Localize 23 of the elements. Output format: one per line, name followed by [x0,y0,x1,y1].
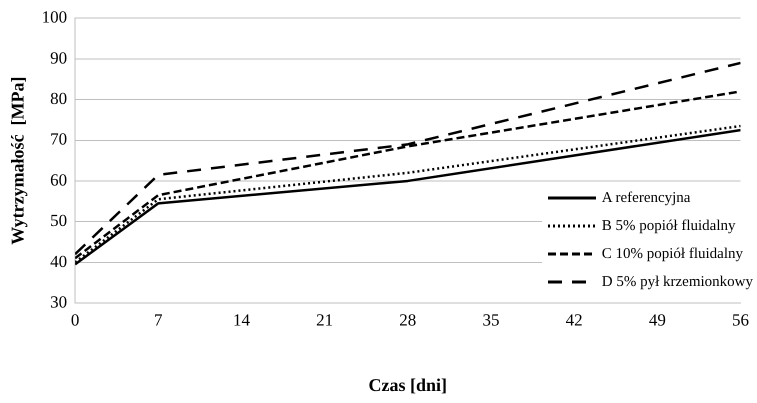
y-axis-title: Wytrzymałość [MPa] [7,76,28,245]
x-tick-label: 35 [482,310,500,330]
y-tick-label: 100 [42,8,68,27]
y-tick-label: 70 [50,130,68,149]
y-tick-label: 90 [50,48,68,68]
x-tick-label: 14 [232,310,250,330]
y-tick-label: 30 [50,292,68,312]
x-tick-label: 49 [648,310,666,330]
y-tick-label: 50 [50,211,68,230]
legend-label: D 5% pył krzemionkowy [602,273,753,292]
x-tick-label: 21 [316,310,334,330]
x-tick-label: 7 [154,310,164,330]
y-tick-label: 40 [50,252,68,271]
legend-label: C 10% popiół fluidalny [602,245,744,264]
x-tick-label: 56 [732,310,749,330]
legend-label: B 5% popiół fluidalny [602,217,736,236]
legend-label: A referencyjna [602,189,690,208]
y-tick-label: 60 [50,170,68,190]
x-tick-label: 42 [566,310,583,330]
y-tick-label: 80 [50,89,68,108]
x-tick-label: 0 [70,310,80,330]
x-tick-label: 28 [399,310,416,330]
x-axis-title: Czas [dni] [368,374,448,395]
